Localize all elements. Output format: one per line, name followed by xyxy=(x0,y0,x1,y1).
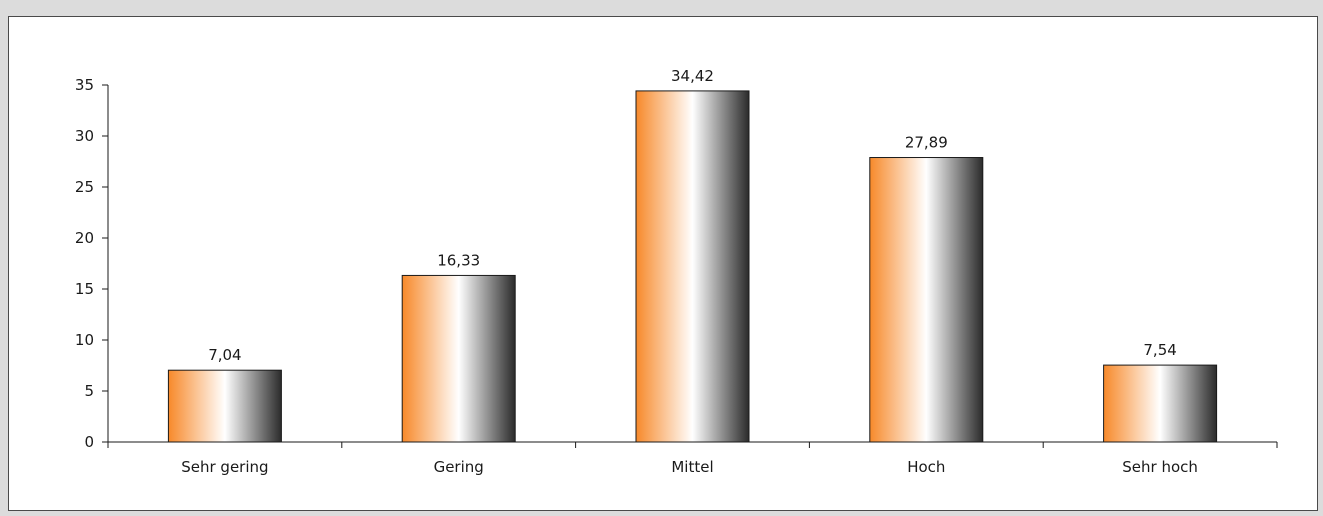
category-label-1: Gering xyxy=(434,458,484,476)
header-strip xyxy=(0,0,1323,16)
y-tick-label: 10 xyxy=(75,331,94,349)
category-label-3: Hoch xyxy=(907,458,945,476)
data-label-2: 34,42 xyxy=(671,67,714,85)
bar-1 xyxy=(401,274,516,443)
y-tick-label: 5 xyxy=(84,382,94,400)
category-label-2: Mittel xyxy=(671,458,713,476)
bar-3 xyxy=(869,157,984,443)
data-label-3: 27,89 xyxy=(905,134,948,152)
bar-2 xyxy=(635,90,750,443)
category-label-0: Sehr gering xyxy=(181,458,268,476)
y-tick-label: 0 xyxy=(84,433,94,451)
y-tick-label: 25 xyxy=(75,178,94,196)
y-tick-label: 35 xyxy=(75,76,94,94)
y-tick-label: 20 xyxy=(75,229,94,247)
y-tick-label: 15 xyxy=(75,280,94,298)
data-label-1: 16,33 xyxy=(437,251,480,269)
y-tick-label: 30 xyxy=(75,127,94,145)
data-label-0: 7,04 xyxy=(208,346,241,364)
bar-0 xyxy=(167,369,282,443)
data-label-4: 7,54 xyxy=(1143,341,1176,359)
category-label-4: Sehr hoch xyxy=(1122,458,1198,476)
bar-4 xyxy=(1103,364,1218,443)
